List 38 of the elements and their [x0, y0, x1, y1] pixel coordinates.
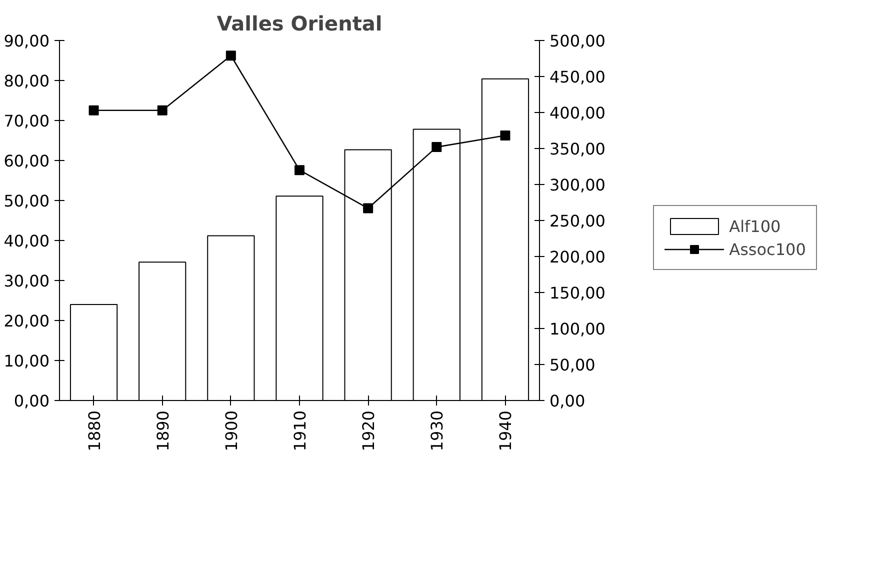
- y2-tick-label: 300,00: [550, 176, 606, 194]
- point: [157, 105, 168, 116]
- point: [88, 105, 99, 116]
- legend-label: Alf100: [729, 216, 781, 236]
- y-tick-label: 80,00: [4, 72, 50, 90]
- y-tick-label: 90,00: [4, 32, 50, 50]
- y2-tick-label: 50,00: [550, 356, 596, 374]
- y2-tick-label: 200,00: [550, 248, 606, 266]
- y-tick-label: 40,00: [4, 232, 50, 250]
- y2-tick-label: 450,00: [550, 68, 606, 86]
- y-tick-label: 20,00: [4, 312, 50, 330]
- chart-title: Valles Oriental: [216, 12, 382, 36]
- y2-tick-label: 250,00: [550, 212, 606, 230]
- y2-tick-label: 100,00: [550, 320, 606, 338]
- y-tick-label: 70,00: [4, 112, 50, 130]
- x-tick-label: 1890: [153, 410, 172, 452]
- y-tick-label: 0,00: [14, 392, 50, 410]
- x-tick-label: 1880: [84, 410, 104, 452]
- x-tick-label: 1940: [496, 410, 516, 452]
- y-tick-label: 30,00: [4, 272, 50, 290]
- legend-label: Assoc100: [729, 240, 806, 258]
- y-tick-label: 10,00: [4, 352, 50, 370]
- point: [432, 142, 442, 152]
- y2-tick-label: 350,00: [550, 140, 606, 158]
- point: [363, 203, 374, 214]
- y2-tick-label: 0,00: [550, 392, 586, 410]
- y-tick-label: 60,00: [4, 152, 50, 170]
- y2-tick-label: 500,00: [550, 32, 606, 50]
- point: [294, 165, 304, 176]
- x-tick-label: 1930: [428, 410, 447, 452]
- y2-tick-label: 400,00: [550, 104, 606, 122]
- y-tick-label: 50,00: [4, 192, 50, 210]
- y2-tick-label: 150,00: [550, 284, 606, 302]
- x-tick-label: 1900: [222, 410, 241, 452]
- point: [226, 50, 236, 61]
- x-tick-label: 1920: [359, 410, 378, 452]
- x-tick-label: 1910: [290, 410, 310, 452]
- point: [500, 130, 510, 141]
